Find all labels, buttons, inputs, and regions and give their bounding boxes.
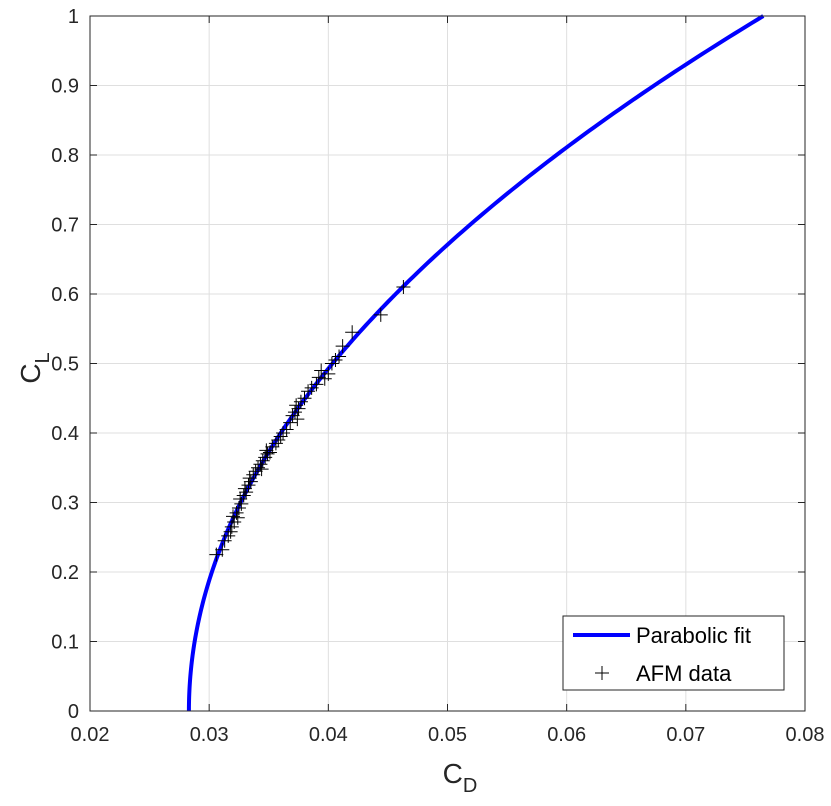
afm-data-point <box>297 391 312 406</box>
x-axis-label: CD <box>443 758 478 797</box>
afm-data-point <box>309 377 324 392</box>
afm-data-point <box>276 426 291 440</box>
afm-data-point <box>324 356 339 371</box>
legend-plus-icon <box>595 666 609 680</box>
afm-data-point <box>345 325 360 340</box>
afm-data-point <box>236 488 251 503</box>
afm-data-point <box>241 478 256 493</box>
y-tick-label: 0.1 <box>51 632 79 654</box>
afm-data-point <box>321 366 336 381</box>
legend-swatch-plus <box>595 666 609 680</box>
y-tick-label: 0.9 <box>51 76 79 98</box>
x-axis-label-main: C <box>443 758 463 789</box>
y-tick-label: 0 <box>68 701 79 723</box>
y-tick-label: 0.7 <box>51 215 79 237</box>
afm-data-point <box>237 481 252 496</box>
legend-label-data: AFM data <box>636 661 732 686</box>
afm-data-point <box>328 353 343 368</box>
afm-data-point <box>233 492 248 507</box>
afm-data-point <box>290 412 305 427</box>
afm-data-point <box>291 401 306 416</box>
afm-data-point <box>259 443 274 458</box>
x-tick-label: 0.06 <box>547 724 586 746</box>
x-tick-label: 0.07 <box>666 724 705 746</box>
afm-data-point <box>335 339 350 354</box>
afm-data-point <box>215 542 230 557</box>
x-axis-label-sub: D <box>463 775 477 797</box>
afm-data-point <box>332 349 347 364</box>
afm-data-point <box>230 510 245 525</box>
x-tick-label: 0.05 <box>428 724 467 746</box>
y-tick-label: 0.3 <box>51 493 79 515</box>
y-tick-label: 0.5 <box>51 354 79 376</box>
y-axis-label-main: C <box>15 363 46 383</box>
x-ticks: 0.02 0.03 0.04 0.05 0.06 0.07 0.08 <box>71 16 825 746</box>
y-tick-label: 0.2 <box>51 562 79 584</box>
afm-data-point <box>283 415 298 430</box>
legend-box <box>562 615 785 691</box>
afm-data-point <box>287 405 302 420</box>
afm-data-point <box>279 422 294 437</box>
afm-data-point <box>301 384 316 399</box>
legend-label-fit: Parabolic fit <box>636 623 751 648</box>
y-ticks: 0 0.1 0.2 0.3 0.4 0.5 0.6 0.7 0.8 0.9 1 <box>51 6 805 723</box>
y-axis-label-sub: L <box>32 352 54 363</box>
afm-data-point <box>262 445 277 460</box>
grid-lines <box>90 16 805 711</box>
afm-data-point <box>254 462 269 477</box>
legend: Parabolic fit AFM data <box>562 615 785 691</box>
afm-data-point <box>293 394 308 409</box>
x-tick-label: 0.03 <box>190 724 229 746</box>
x-tick-label: 0.04 <box>309 724 348 746</box>
afm-data-point <box>396 280 411 295</box>
y-tick-label: 1 <box>68 6 79 28</box>
afm-data-point <box>239 485 254 500</box>
x-tick-label: 0.02 <box>71 724 110 746</box>
data-points-layer <box>209 280 411 562</box>
x-tick-label: 0.08 <box>786 724 825 746</box>
afm-data-point <box>311 370 326 385</box>
afm-data-point <box>242 471 257 486</box>
y-tick-label: 0.4 <box>51 423 79 445</box>
y-tick-label: 0.6 <box>51 284 79 306</box>
afm-data-point <box>243 474 258 489</box>
y-axis-label: CL <box>15 352 54 383</box>
afm-data-point <box>265 439 280 454</box>
afm-data-point <box>314 363 329 378</box>
afm-data-point <box>373 307 388 322</box>
y-tick-label: 0.8 <box>51 145 79 167</box>
afm-data-point <box>273 429 288 444</box>
